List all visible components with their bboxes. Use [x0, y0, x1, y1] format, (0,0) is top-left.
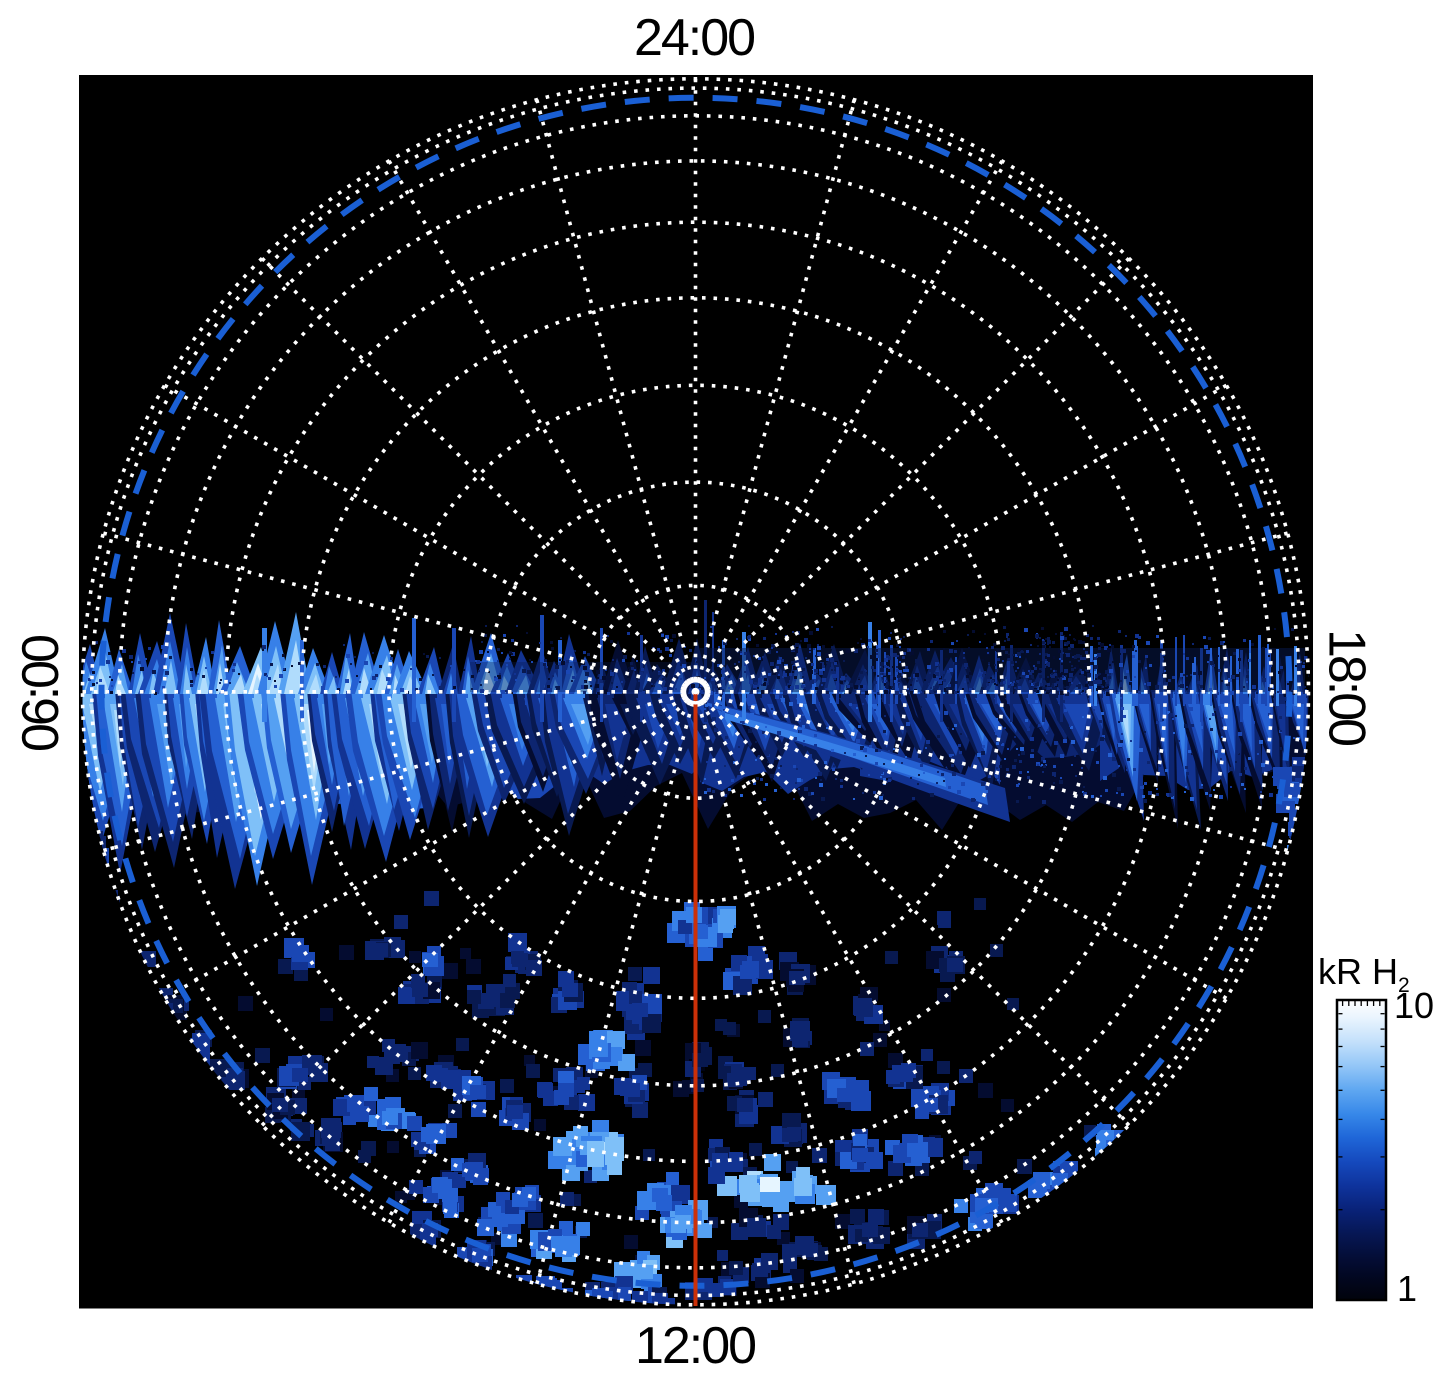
svg-text:10: 10 [1394, 985, 1434, 1026]
svg-text:18:00: 18:00 [1318, 629, 1376, 747]
svg-text:24:00: 24:00 [634, 9, 756, 67]
svg-text:12:00: 12:00 [635, 1317, 757, 1375]
svg-text:06:00: 06:00 [12, 634, 70, 752]
svg-text:kR H2: kR H2 [1318, 951, 1410, 997]
svg-text:1: 1 [1397, 1268, 1417, 1309]
